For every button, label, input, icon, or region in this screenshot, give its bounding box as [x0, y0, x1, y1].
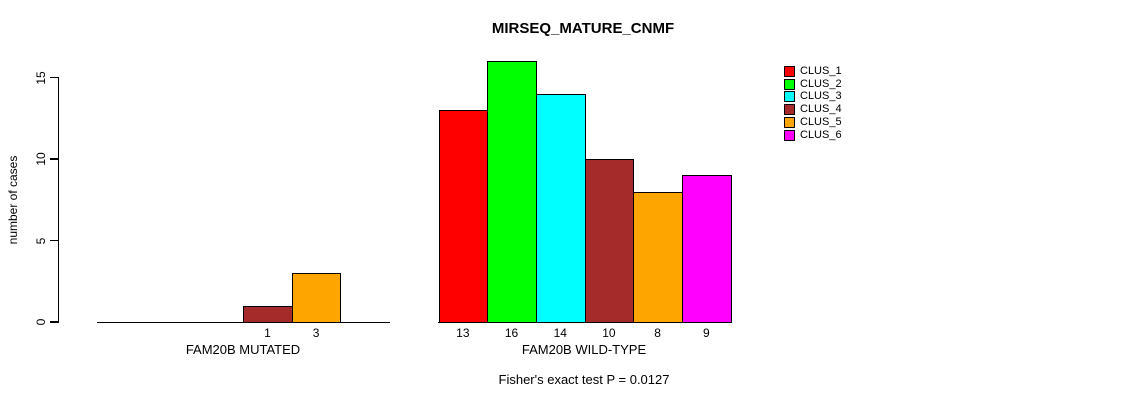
bar-CLUS_1	[438, 110, 489, 323]
chart-title: MIRSEQ_MATURE_CNMF	[491, 20, 675, 37]
legend-label-CLUS_4: CLUS_4	[800, 103, 842, 116]
legend-swatch-CLUS_2	[784, 78, 795, 90]
legend-label-CLUS_3: CLUS_3	[800, 90, 842, 103]
y-axis-tick	[50, 321, 59, 323]
bar-CLUS_5	[291, 273, 342, 323]
group-label-mutated: FAM20B MUTATED	[185, 342, 301, 357]
bar-CLUS_2	[487, 61, 537, 323]
bar-CLUS_4	[243, 305, 293, 323]
y-axis-tick	[50, 239, 59, 242]
bar-CLUS_4	[584, 159, 635, 323]
y-axis-tick-label: 5	[34, 237, 48, 244]
fisher-test-annotation: Fisher's exact test P = 0.0127	[498, 372, 670, 387]
bar-value-label: 9	[703, 326, 710, 340]
y-axis-tick-label: 15	[34, 71, 48, 85]
legend-swatch-CLUS_4	[784, 104, 795, 116]
legend-swatch-CLUS_5	[784, 116, 795, 128]
bar-CLUS_5	[633, 191, 683, 323]
legend-swatch-CLUS_1	[784, 66, 795, 77]
legend-label-CLUS_2: CLUS_2	[800, 77, 842, 90]
bar-value-label: 16	[504, 326, 519, 340]
bar-CLUS_3	[535, 93, 586, 323]
bar-value-label: 3	[312, 326, 320, 340]
bar-value-label: 14	[553, 326, 567, 340]
group-label-wild-type: FAM20B WILD-TYPE	[521, 342, 647, 357]
bar-value-label: 8	[654, 326, 661, 340]
y-axis-tick-label: 0	[34, 318, 48, 326]
legend-swatch-CLUS_3	[784, 91, 795, 103]
y-axis-label: number of cases	[6, 155, 20, 245]
legend-label-CLUS_1: CLUS_1	[800, 65, 842, 77]
y-axis-tick	[50, 158, 59, 160]
y-axis-line	[57, 76, 59, 323]
bar-CLUS_6	[682, 175, 732, 323]
y-axis-tick	[50, 76, 59, 79]
bar-value-label: 10	[602, 326, 616, 340]
legend-label-CLUS_5: CLUS_5	[800, 115, 842, 128]
legend-label-CLUS_6: CLUS_6	[800, 128, 842, 141]
y-axis-tick-label: 10	[34, 152, 48, 166]
bar-value-label: 1	[264, 326, 271, 340]
bar-value-label: 13	[456, 326, 470, 340]
legend-swatch-CLUS_6	[784, 129, 795, 141]
